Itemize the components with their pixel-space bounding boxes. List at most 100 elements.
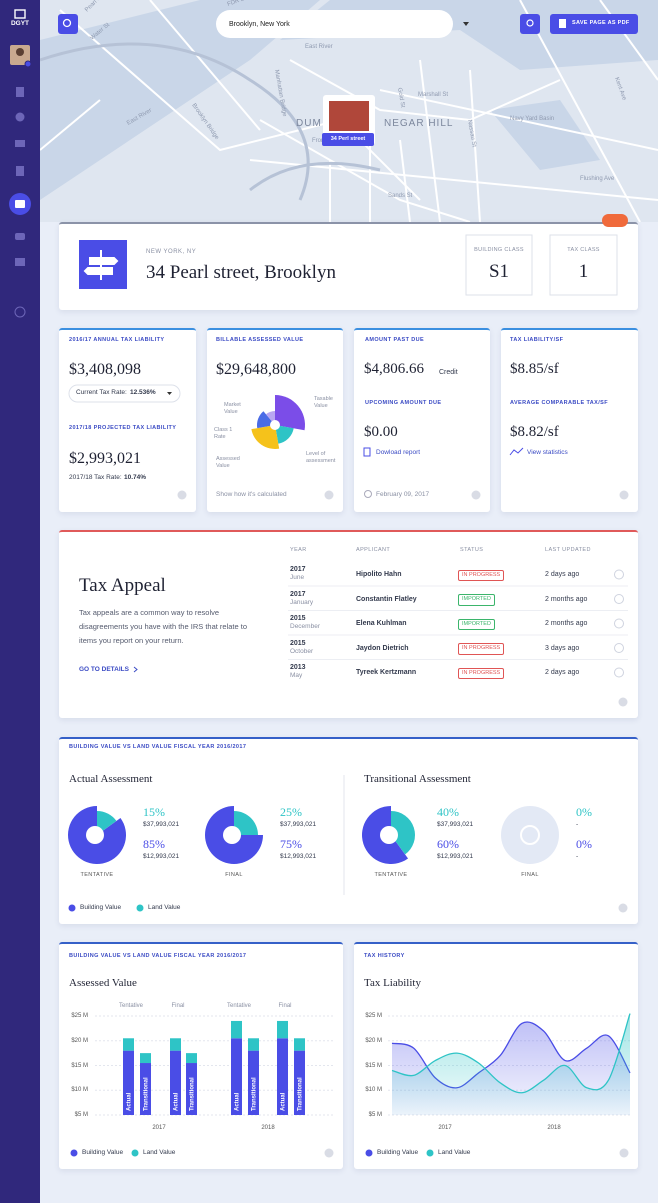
property-location: NEW YORK, NY bbox=[146, 249, 197, 255]
help-icon[interactable] bbox=[619, 490, 629, 500]
card-link: View statistics bbox=[527, 449, 568, 456]
amount: $37,993,021 bbox=[280, 821, 317, 828]
group-label: Final bbox=[278, 1003, 292, 1009]
row-year: 2015 bbox=[290, 639, 306, 647]
nav-icon[interactable] bbox=[14, 306, 26, 318]
polar-sector bbox=[275, 425, 294, 444]
nav-icon[interactable] bbox=[15, 112, 25, 122]
due-card bbox=[354, 328, 490, 512]
logo bbox=[14, 9, 26, 19]
chart-title: Assessed Value bbox=[69, 977, 137, 989]
card-title: AVERAGE COMPARABLE TAX/SF bbox=[510, 400, 609, 406]
status-badge: IN PROGRESS bbox=[458, 667, 505, 679]
row-year: 2017 bbox=[290, 590, 306, 598]
class-value: S1 bbox=[488, 261, 510, 282]
help-icon[interactable] bbox=[619, 1148, 629, 1158]
card-value: $8.82/sf bbox=[510, 424, 559, 440]
donut-hole bbox=[380, 826, 398, 844]
polar-hole bbox=[270, 420, 280, 430]
section-header: BUILDING VALUE VS LAND VALUE FISCAL YEAR… bbox=[69, 953, 247, 959]
stats-icon bbox=[509, 447, 524, 456]
column-header: STATUS bbox=[460, 547, 484, 553]
help-icon[interactable] bbox=[618, 903, 628, 913]
nav-icon[interactable] bbox=[15, 140, 25, 147]
polar-chart bbox=[251, 395, 305, 449]
bar-segment bbox=[277, 1020, 288, 1039]
polar-label: Market Value bbox=[224, 402, 241, 415]
help-icon[interactable] bbox=[324, 490, 334, 500]
y-tick-label: $5 M bbox=[368, 1112, 382, 1118]
nav-icon[interactable] bbox=[15, 258, 25, 266]
row-month: May bbox=[290, 672, 303, 679]
map-label: East River bbox=[305, 44, 333, 50]
bar-segment bbox=[170, 1038, 181, 1051]
legend-dot bbox=[70, 1149, 78, 1157]
help-icon[interactable] bbox=[324, 1148, 334, 1158]
amount: $12,993,021 bbox=[143, 853, 180, 860]
legend-label: Building Value bbox=[80, 904, 122, 911]
row-month: June bbox=[290, 574, 305, 581]
nav-icon[interactable] bbox=[16, 166, 24, 176]
roads bbox=[39, 0, 658, 222]
legend-label: Building Value bbox=[82, 1149, 124, 1156]
pin-icon bbox=[526, 19, 534, 27]
legend-label: Land Value bbox=[148, 904, 181, 911]
row-updated: 2 days ago bbox=[545, 571, 580, 578]
legend-label: Land Value bbox=[438, 1149, 471, 1156]
class-box bbox=[549, 234, 618, 296]
help-icon[interactable] bbox=[618, 697, 628, 707]
building-photo bbox=[329, 101, 369, 131]
legend-label: Building Value bbox=[377, 1149, 419, 1156]
row-chevron[interactable] bbox=[614, 618, 624, 629]
row-chevron[interactable] bbox=[614, 667, 624, 678]
nav-icon[interactable] bbox=[16, 87, 24, 97]
map-label: Flushing Ave bbox=[580, 176, 615, 182]
polar-sector bbox=[251, 425, 280, 449]
percent: 85% bbox=[143, 837, 165, 851]
row-applicant: Hipolito Hahn bbox=[356, 571, 402, 578]
help-icon[interactable] bbox=[177, 490, 187, 500]
help-icon[interactable] bbox=[471, 490, 481, 500]
card-value: $2,993,021 bbox=[69, 450, 141, 467]
rate-value: 12.536% bbox=[130, 389, 156, 396]
area-line bbox=[391, 1013, 631, 1094]
bridge bbox=[249, 161, 381, 192]
map-label: Marshall St bbox=[418, 92, 448, 98]
toggle[interactable] bbox=[602, 214, 628, 227]
save-label: SAVE PAGE AS PDF bbox=[572, 20, 630, 26]
amount: $12,993,021 bbox=[280, 853, 317, 860]
amount: $37,993,021 bbox=[143, 821, 180, 828]
bar-segment bbox=[294, 1038, 305, 1051]
percent: 25% bbox=[280, 805, 302, 819]
save-button[interactable] bbox=[550, 14, 638, 34]
nav-icons bbox=[14, 87, 26, 318]
rate-select[interactable] bbox=[68, 384, 181, 403]
card-value: $0.00 bbox=[364, 424, 398, 440]
bridge bbox=[39, 42, 310, 201]
section-header: TAX HISTORY bbox=[364, 953, 405, 959]
search-box[interactable] bbox=[216, 10, 453, 38]
avatar-badge bbox=[24, 60, 32, 68]
liability-card bbox=[59, 328, 196, 512]
help-icons bbox=[177, 490, 629, 1158]
row-chevron[interactable] bbox=[614, 569, 624, 580]
location-button[interactable] bbox=[520, 14, 540, 34]
row-chevron[interactable] bbox=[614, 643, 624, 653]
card-note: Credit bbox=[439, 369, 458, 376]
bar-segment bbox=[140, 1053, 151, 1064]
amount: $37,993,021 bbox=[437, 821, 474, 828]
card-link: Show how it's calculated bbox=[216, 491, 287, 498]
dropdown-arrow bbox=[463, 22, 469, 26]
bar-label: Actual bbox=[174, 1092, 180, 1111]
nav-icon[interactable] bbox=[15, 233, 25, 240]
search-button[interactable] bbox=[58, 14, 78, 34]
amount: - bbox=[576, 821, 579, 828]
map-area: DUM bbox=[296, 118, 322, 129]
card-value: $4,806.66 bbox=[364, 361, 424, 377]
bar-label: Transitional bbox=[190, 1077, 196, 1111]
row-chevron[interactable] bbox=[614, 594, 624, 604]
x-tick-label: 2017 bbox=[152, 1125, 166, 1131]
class-label: TAX CLASS bbox=[567, 247, 600, 253]
bar-segment bbox=[231, 1038, 242, 1115]
